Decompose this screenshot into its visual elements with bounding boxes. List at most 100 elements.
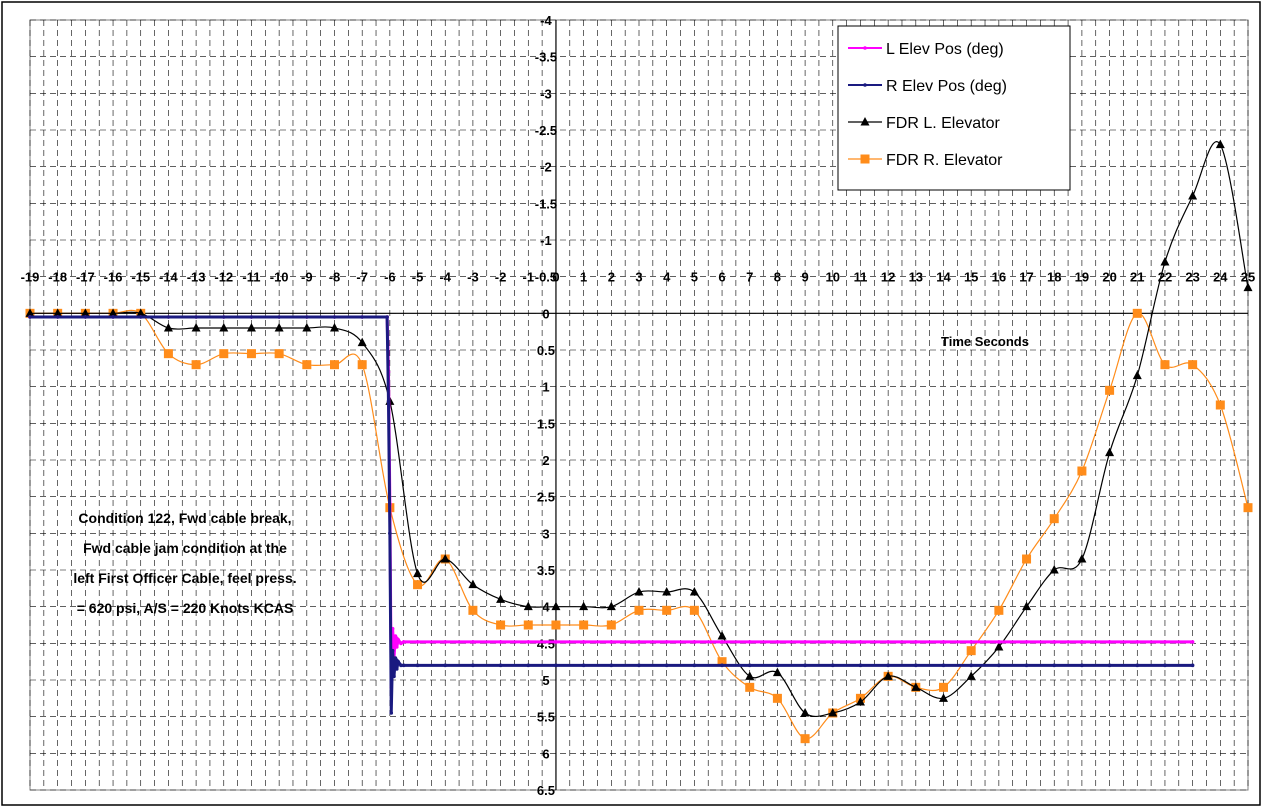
data-point-dot bbox=[997, 640, 1001, 644]
data-point-square bbox=[1077, 466, 1087, 476]
data-point-square bbox=[717, 657, 727, 667]
x-tick-label: 13 bbox=[909, 270, 923, 285]
x-tick-label: -6 bbox=[384, 270, 396, 285]
x-tick-label: 25 bbox=[1241, 270, 1255, 285]
data-point-dot bbox=[393, 656, 398, 660]
legend-items: L Elev Pos (deg) R Elev Pos (deg) FDR L. E… bbox=[848, 41, 1007, 169]
x-tick-label: -11 bbox=[242, 270, 260, 285]
x-tick-label: 15 bbox=[964, 270, 978, 285]
data-point-triangle bbox=[966, 671, 976, 680]
data-point-dot bbox=[886, 663, 890, 668]
data-point-dot bbox=[863, 83, 867, 87]
data-point-dot bbox=[393, 634, 398, 638]
data-point-dot bbox=[1135, 663, 1140, 668]
data-point-dot bbox=[775, 640, 780, 644]
x-tick-label: 20 bbox=[1102, 270, 1116, 285]
x-tick-label: 0 bbox=[552, 270, 559, 285]
data-point-dot bbox=[554, 663, 558, 668]
y-tick-label: 0 bbox=[542, 306, 549, 321]
x-tick-label: -8 bbox=[329, 270, 341, 285]
y-tick-label: 6 bbox=[542, 746, 549, 761]
data-point-triangle bbox=[1215, 139, 1225, 149]
data-point-triangle bbox=[1049, 565, 1059, 574]
data-point-square bbox=[1132, 308, 1142, 318]
x-axis-title: Time Seconds bbox=[941, 334, 1029, 349]
y-tick-label: 0.5 bbox=[537, 343, 555, 358]
data-point-dot bbox=[194, 315, 198, 319]
data-point-dot bbox=[830, 663, 835, 668]
data-point-dot bbox=[1163, 640, 1167, 644]
data-point-dot bbox=[415, 640, 420, 644]
data-point-dot bbox=[775, 663, 780, 668]
x-tick-label: 1 bbox=[580, 270, 587, 285]
data-point-dot bbox=[1024, 640, 1029, 644]
data-point-triangle bbox=[662, 587, 672, 596]
axis-layer: -19 -18 -17 -16 -15 -14 -13 -12 -11 -10 -9 -8 -7 -6 -5… bbox=[21, 13, 1256, 798]
data-point-square bbox=[860, 154, 870, 164]
y-tick-label: 1.5 bbox=[537, 416, 555, 431]
data-point-triangle bbox=[1077, 554, 1087, 563]
data-point-triangle bbox=[330, 323, 339, 332]
annotation-line-3: left First Officer Cable, feel press. bbox=[73, 570, 296, 586]
data-point-dot bbox=[637, 663, 641, 668]
data-point-dot bbox=[386, 399, 391, 404]
data-point-dot bbox=[526, 640, 531, 644]
data-point-dot bbox=[858, 663, 863, 668]
data-point-dot bbox=[664, 663, 669, 668]
data-point-dot bbox=[1080, 663, 1084, 668]
x-tick-label: -14 bbox=[159, 270, 179, 285]
x-tick-label: -17 bbox=[76, 270, 95, 285]
data-point-triangle bbox=[1022, 601, 1032, 611]
x-tick-label: 16 bbox=[992, 270, 1006, 285]
data-point-dot bbox=[249, 315, 254, 319]
data-point-triangle bbox=[745, 671, 755, 680]
data-point-dot bbox=[1190, 663, 1195, 668]
data-point-dot bbox=[581, 663, 586, 668]
data-point-square bbox=[468, 605, 478, 615]
data-point-dot bbox=[858, 640, 863, 644]
data-point-dot bbox=[166, 315, 171, 319]
data-point-square bbox=[413, 580, 423, 590]
data-point-dot bbox=[886, 640, 890, 644]
x-tick-label: 9 bbox=[801, 270, 808, 285]
data-point-square bbox=[302, 360, 312, 370]
legend-label: FDR L. Elevator bbox=[886, 115, 1000, 132]
data-point-dot bbox=[1163, 663, 1167, 668]
legend-item: L Elev Pos (deg) bbox=[848, 41, 1004, 58]
data-point-dot bbox=[443, 663, 448, 668]
data-point-triangle bbox=[883, 671, 893, 680]
data-point-dot bbox=[914, 640, 918, 644]
data-point-triangle bbox=[860, 117, 870, 126]
data-point-triangle bbox=[911, 682, 921, 691]
data-point-dot bbox=[581, 640, 586, 644]
data-point-dot bbox=[1024, 663, 1029, 668]
data-point-square bbox=[966, 646, 976, 656]
data-point-dot bbox=[863, 46, 867, 50]
data-point-dot bbox=[443, 640, 448, 644]
data-point-square bbox=[606, 620, 616, 630]
x-tick-label: 8 bbox=[774, 270, 781, 285]
data-point-dot bbox=[1080, 640, 1084, 644]
x-tick-label: 3 bbox=[635, 270, 642, 285]
legend: L Elev Pos (deg) R Elev Pos (deg) FDR L. E… bbox=[837, 25, 1071, 191]
data-point-dot bbox=[401, 640, 406, 644]
x-tick-label: -10 bbox=[270, 270, 289, 285]
data-point-square bbox=[745, 682, 755, 692]
x-tick-label: 4 bbox=[663, 270, 671, 285]
data-point-dot bbox=[83, 315, 88, 319]
data-point-dot bbox=[609, 640, 614, 644]
data-point-triangle bbox=[413, 568, 423, 578]
legend-label: FDR R. Elevator bbox=[886, 152, 1003, 169]
data-point-square bbox=[523, 620, 533, 630]
x-tick-label: 14 bbox=[936, 270, 951, 285]
data-point-dot bbox=[969, 640, 973, 644]
data-point-dot bbox=[389, 711, 394, 715]
data-point-square bbox=[496, 620, 506, 630]
data-point-triangle bbox=[191, 323, 201, 332]
data-point-dot bbox=[747, 640, 752, 644]
x-tick-label: 2 bbox=[608, 270, 615, 285]
data-point-triangle bbox=[25, 308, 35, 317]
data-point-triangle bbox=[551, 601, 561, 611]
data-point-square bbox=[800, 734, 810, 744]
